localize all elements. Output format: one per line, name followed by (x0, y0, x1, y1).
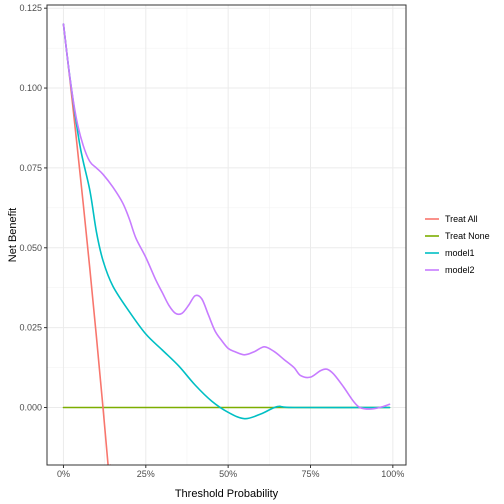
legend-label-model1: model1 (445, 248, 475, 258)
y-axis: 0.000 0.025 0.050 0.075 0.100 0.125 (19, 3, 47, 413)
series-line-model2 (62, 23, 391, 410)
series-line-model1 (62, 23, 391, 420)
x-tick-label: 0% (57, 469, 70, 479)
series-line-treat-all (62, 23, 112, 465)
y-tick-label: 0.025 (19, 323, 42, 333)
grid-lines (47, 5, 406, 465)
x-tick-label: 25% (137, 469, 155, 479)
y-tick-label: 0.050 (19, 243, 42, 253)
y-tick-label: 0.125 (19, 3, 42, 13)
series-lines (62, 23, 391, 465)
x-tick-label: 75% (301, 469, 319, 479)
y-tick-label: 0.000 (19, 403, 42, 413)
x-axis-title: Threshold Probability (175, 488, 279, 500)
y-tick-label: 0.075 (19, 163, 42, 173)
legend-label-treat-none: Treat None (445, 231, 490, 241)
x-tick-label: 100% (381, 469, 404, 479)
x-axis: 0% 25% 50% 75% 100% (57, 465, 404, 479)
legend-label-treat-all: Treat All (445, 214, 478, 224)
legend-label-model2: model2 (445, 265, 475, 275)
y-axis-title: Net Benefit (7, 208, 19, 262)
plot-border (46, 4, 407, 466)
plot-area (46, 4, 407, 466)
y-tick-label: 0.100 (19, 83, 42, 93)
legend: Treat All Treat None model1 model2 (425, 214, 490, 275)
plot-background (47, 5, 406, 465)
x-tick-label: 50% (219, 469, 237, 479)
